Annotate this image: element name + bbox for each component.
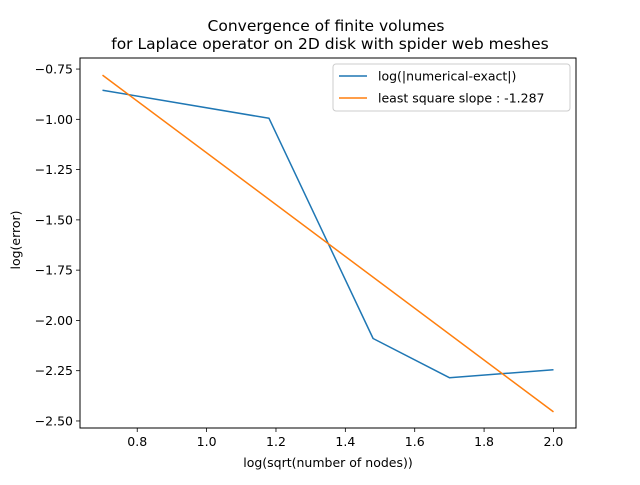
x-tick-label: 1.4 <box>335 434 355 449</box>
x-tick-label: 1.8 <box>474 434 494 449</box>
y-tick-label: −1.00 <box>35 112 73 127</box>
legend-label-2: least square slope : -1.287 <box>378 91 544 106</box>
y-tick-label: −0.75 <box>35 62 73 77</box>
series-line-2 <box>102 74 554 413</box>
y-tick-label: −2.50 <box>35 413 73 428</box>
legend-label-1: log(|numerical-exact|) <box>378 69 516 84</box>
x-axis-label: log(sqrt(number of nodes)) <box>243 455 413 470</box>
x-tick-label: 1.2 <box>266 434 286 449</box>
y-axis: −0.75 −1.00 −1.25 −1.50 −1.75 −2.00 −2.25 −2.50 <box>35 62 80 428</box>
y-tick-label: −2.25 <box>35 363 73 378</box>
x-tick-label: 1.6 <box>405 434 425 449</box>
x-tick-label: 0.8 <box>127 434 147 449</box>
y-tick-label: −2.00 <box>35 313 73 328</box>
x-tick-label: 2.0 <box>544 434 564 449</box>
chart-title-line-1: Convergence of finite volumes <box>208 17 445 35</box>
y-axis-label: log(error) <box>8 210 23 269</box>
legend: log(|numerical-exact|) least square slope… <box>332 63 571 112</box>
series-line-1 <box>102 89 554 379</box>
y-tick-label: −1.25 <box>35 162 73 177</box>
y-tick-label: −1.75 <box>35 263 73 278</box>
plot-area-frame <box>79 57 577 429</box>
series-layer <box>102 74 554 413</box>
legend-box <box>332 63 571 112</box>
chart-title-line-2: for Laplace operator on 2D disk with spi… <box>111 35 549 53</box>
x-axis: 0.8 1.0 1.2 1.4 1.6 1.8 2.0 <box>127 428 563 449</box>
y-tick-label: −1.50 <box>35 212 73 227</box>
x-tick-label: 1.0 <box>197 434 217 449</box>
